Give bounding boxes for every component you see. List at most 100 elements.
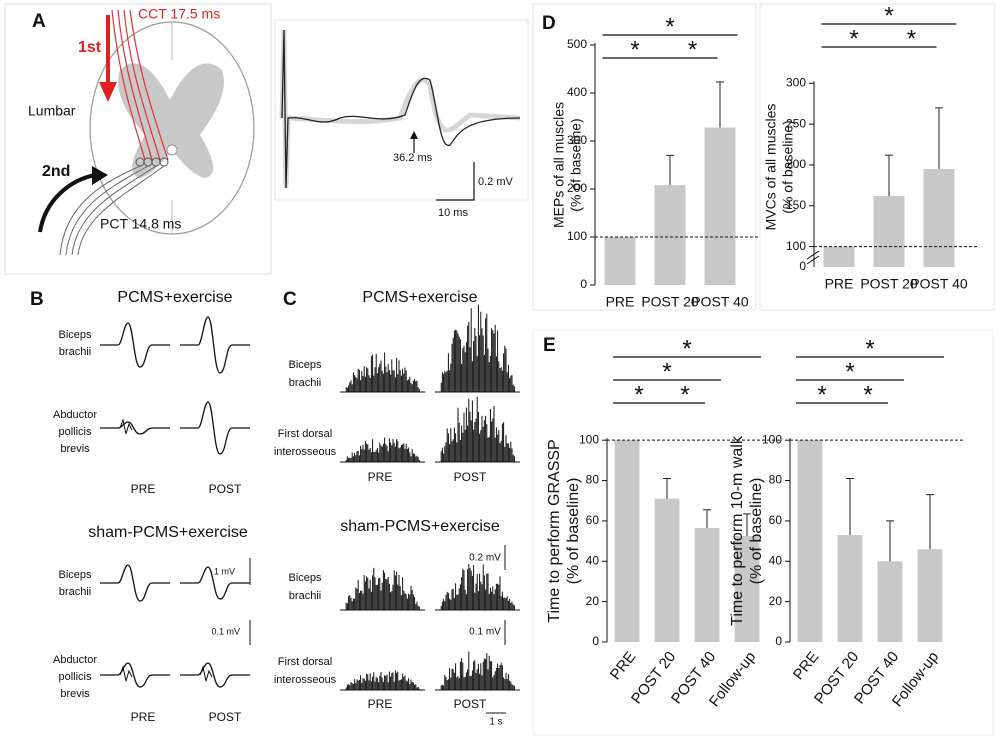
condition-label: POST xyxy=(454,470,487,484)
bar xyxy=(923,169,955,267)
scale-label: 0.1 mV xyxy=(211,626,240,636)
scale-label: 1 mV xyxy=(214,566,235,576)
condition-label: POST xyxy=(209,710,242,724)
panel-letter: B xyxy=(30,289,44,310)
x-tick-label: POST 20 xyxy=(860,276,918,292)
emg xyxy=(440,564,515,610)
bar xyxy=(654,498,680,642)
y-tick-label: 80 xyxy=(586,473,600,487)
panel-title: sham-PCMS+exercise xyxy=(88,524,248,541)
waveform xyxy=(180,566,250,600)
x-tick-label: PRE xyxy=(790,648,822,683)
y-axis-label: (% of baseline) xyxy=(565,478,582,585)
panel-title: PCMS+exercise xyxy=(117,289,232,306)
muscle-label: brachii xyxy=(289,590,321,602)
y-tick-label: 300 xyxy=(786,75,806,89)
y-tick-label: 0 xyxy=(799,259,806,273)
muscle-label: brevis xyxy=(60,443,90,455)
significance-label: * xyxy=(817,381,826,408)
scale-label: 0.2 mV xyxy=(469,553,501,564)
error-bar xyxy=(703,509,711,528)
significance-label: * xyxy=(680,381,689,408)
waveform xyxy=(180,662,250,688)
muscle-label: interosseous xyxy=(274,674,337,686)
significance-label: * xyxy=(845,358,854,385)
y-tick-label: 0 xyxy=(775,634,782,648)
error-bar xyxy=(666,154,674,186)
condition-label: PRE xyxy=(131,482,156,496)
x-tick-label: PRE xyxy=(825,276,854,292)
panel-title: sham-PCMS+exercise xyxy=(340,518,500,535)
muscle-label: Biceps xyxy=(288,359,322,371)
y-axis-label: (% of baseline) xyxy=(568,118,584,211)
y-tick-label: 500 xyxy=(567,37,587,51)
y-tick-label: 60 xyxy=(586,513,600,527)
panel-title: PCMS+exercise xyxy=(362,289,477,306)
bar xyxy=(837,535,863,642)
waveform xyxy=(100,662,170,688)
bar xyxy=(734,536,760,642)
bar xyxy=(877,561,903,642)
waveform xyxy=(100,421,170,435)
y-tick-label: 80 xyxy=(769,473,783,487)
emg xyxy=(440,304,515,392)
error-bar xyxy=(743,513,751,537)
muscle-label: brevis xyxy=(60,688,90,700)
emg xyxy=(345,567,420,610)
y-tick-label: 60 xyxy=(769,513,783,527)
scale-label: 0.1 mV xyxy=(469,627,501,638)
y-tick-label: 250 xyxy=(786,116,806,130)
emg xyxy=(345,670,420,690)
y-tick-label: 40 xyxy=(769,553,783,567)
y-tick-label: 300 xyxy=(567,133,587,147)
scale-label: 1 s xyxy=(489,717,502,728)
significance-label: * xyxy=(630,36,639,63)
bar xyxy=(873,195,905,267)
x-tick-label: PRE xyxy=(607,648,639,683)
significance-label: * xyxy=(688,36,697,63)
bar xyxy=(823,246,855,267)
waveform xyxy=(100,322,170,368)
muscle-label: brachii xyxy=(289,377,321,389)
bar xyxy=(654,185,686,285)
muscle-label: interosseous xyxy=(274,446,337,458)
x-tick-label: POST 20 xyxy=(641,294,699,310)
panel-frame xyxy=(759,3,995,311)
label-latency: 36.2 ms xyxy=(393,152,433,164)
muscle-label: brachii xyxy=(59,346,91,358)
error-bar xyxy=(886,520,894,562)
y-tick-label: 0 xyxy=(580,277,587,291)
error-bar xyxy=(935,107,943,170)
axis-break xyxy=(806,250,820,265)
muscle-label: brachii xyxy=(59,586,91,598)
condition-label: POST xyxy=(209,482,242,496)
scale-label: 0.2 mV xyxy=(478,176,514,188)
x-tick-label: POST 40 xyxy=(910,276,968,292)
mep-trace xyxy=(279,29,521,201)
panel-letter: C xyxy=(283,289,297,310)
bar xyxy=(604,237,636,285)
muscle-label: Biceps xyxy=(58,329,92,341)
significance-label: * xyxy=(907,25,916,52)
error-bar xyxy=(846,478,854,536)
y-axis-label: MVCs of all muscles xyxy=(763,104,779,231)
y-tick-label: 200 xyxy=(786,157,806,171)
muscle-label: pollicis xyxy=(58,671,92,683)
label-region: Lumbar xyxy=(28,103,76,119)
error-bar xyxy=(926,494,934,550)
bar xyxy=(614,440,640,642)
waveform xyxy=(199,665,213,682)
bar xyxy=(917,549,943,642)
y-tick-label: 400 xyxy=(567,85,587,99)
waveform xyxy=(180,316,250,374)
condition-label: POST xyxy=(454,697,487,711)
spinal-cord xyxy=(38,9,255,256)
y-axis-label: Time to perform 10-m walk xyxy=(729,435,746,626)
y-axis-label: (% of baseline) xyxy=(780,120,796,213)
y-axis-label: (% of baseline) xyxy=(748,478,765,585)
y-tick-label: 150 xyxy=(786,198,806,212)
condition-label: PRE xyxy=(368,697,393,711)
panel-frame xyxy=(532,329,994,736)
significance-label: * xyxy=(863,381,872,408)
error-bar xyxy=(885,154,893,196)
